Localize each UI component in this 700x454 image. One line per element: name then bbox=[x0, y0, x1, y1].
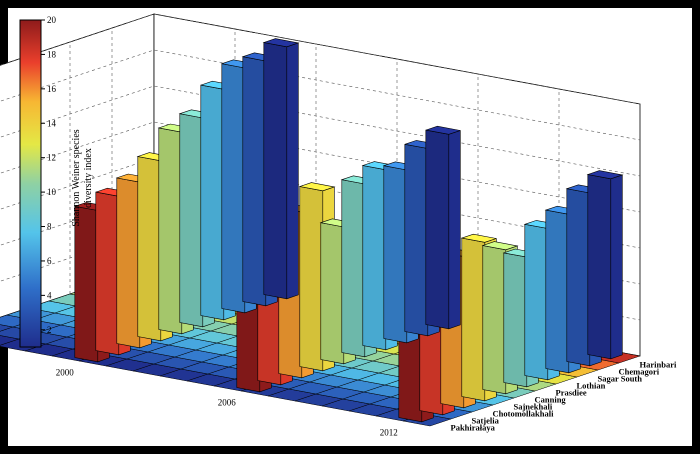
colorbar-label-line1: Shannon Weiner species bbox=[71, 129, 82, 226]
bar-face-side bbox=[610, 174, 623, 360]
grid-line-z bbox=[0, 193, 641, 285]
category-label: Sagar South bbox=[598, 374, 643, 384]
bar-face-front bbox=[242, 56, 267, 307]
bar-face-front bbox=[383, 165, 408, 344]
bar-face-front bbox=[299, 186, 324, 372]
bars-group bbox=[74, 38, 624, 423]
colorbar-tick-label: 10 bbox=[47, 187, 57, 197]
bar-face-front bbox=[566, 188, 591, 367]
bar-face-front bbox=[95, 191, 120, 356]
colorbar-tick-label: 20 bbox=[47, 15, 57, 25]
bar-face-front bbox=[404, 143, 429, 337]
grid-line-z bbox=[0, 85, 641, 177]
bar-face-front bbox=[524, 223, 549, 381]
bar-face-top bbox=[481, 241, 519, 251]
bar-face-front bbox=[545, 209, 570, 374]
bar-face-front bbox=[503, 252, 528, 388]
category-label: Pakhirałaya bbox=[451, 423, 496, 433]
bar-face-front bbox=[137, 156, 162, 342]
category-label: Chemagori bbox=[619, 367, 660, 377]
x-tick-label: 2006 bbox=[218, 398, 237, 408]
bar-face-front bbox=[482, 245, 507, 395]
x-tick-label: 2000 bbox=[56, 368, 75, 378]
x-tick-label: 2012 bbox=[380, 428, 398, 438]
grid-line-z bbox=[0, 229, 641, 321]
bar-face-front bbox=[200, 84, 225, 321]
bar-face-front bbox=[116, 177, 141, 349]
bar-2000-9 bbox=[262, 38, 300, 300]
bar-face-top bbox=[262, 38, 300, 48]
colorbar-tick-label: 2 bbox=[47, 325, 52, 335]
bar-face-front bbox=[461, 237, 486, 402]
bar-face-front bbox=[74, 205, 99, 363]
colorbar-tick-label: 12 bbox=[47, 153, 56, 163]
bar-face-top bbox=[298, 182, 336, 192]
bar-2006-9 bbox=[425, 125, 461, 330]
axis-labels: 00.511.522.533.5200020062012PakhirałayaS… bbox=[56, 360, 677, 438]
category-label: Chotomollakhali bbox=[493, 409, 555, 419]
grid-line-z bbox=[0, 121, 641, 213]
grid-line-z bbox=[0, 49, 641, 141]
bar-face-front bbox=[263, 42, 288, 300]
bar-face-side bbox=[448, 130, 461, 330]
bar-face-front bbox=[362, 165, 387, 351]
bar-face-top bbox=[460, 233, 497, 243]
bar-face-front bbox=[179, 113, 204, 328]
bar-face-front bbox=[341, 179, 366, 358]
category-label: Lothian bbox=[577, 381, 606, 391]
colorbar-tick-label: 6 bbox=[47, 256, 52, 266]
bar-face-front bbox=[425, 129, 450, 330]
colorbar-label-line2: diversity index bbox=[83, 148, 94, 208]
colorbar-tick-label: 14 bbox=[47, 118, 57, 128]
colorbar-gradient bbox=[19, 19, 42, 348]
floor-tile bbox=[0, 324, 14, 332]
colorbar-tick-label: 16 bbox=[47, 84, 57, 94]
colorbar-tick-label: 8 bbox=[47, 222, 52, 232]
colorbar-tick-label: 4 bbox=[47, 290, 52, 300]
bar-face-front bbox=[221, 63, 246, 314]
category-label: Sajnekhali bbox=[514, 402, 553, 412]
bar-face-front bbox=[320, 222, 345, 365]
bar-face-top bbox=[425, 125, 461, 135]
bar-2012-9 bbox=[586, 170, 624, 360]
colorbar-ticks: 2 4 6 8 10 12 14 16 18 20 bbox=[41, 15, 57, 335]
category-label: Satjelia bbox=[472, 416, 500, 426]
grid-line-z bbox=[0, 13, 641, 105]
bar-face-side bbox=[286, 42, 299, 300]
grid-line-z bbox=[0, 157, 641, 249]
bar-face-top bbox=[586, 170, 624, 180]
bar-face-front bbox=[158, 127, 183, 335]
bar-face-front bbox=[587, 174, 612, 360]
colorbar-tick-label: 18 bbox=[47, 49, 57, 59]
category-label: Prasdiee bbox=[556, 388, 587, 398]
category-label: Canning bbox=[535, 395, 567, 405]
category-label: Harinbari bbox=[640, 360, 677, 370]
